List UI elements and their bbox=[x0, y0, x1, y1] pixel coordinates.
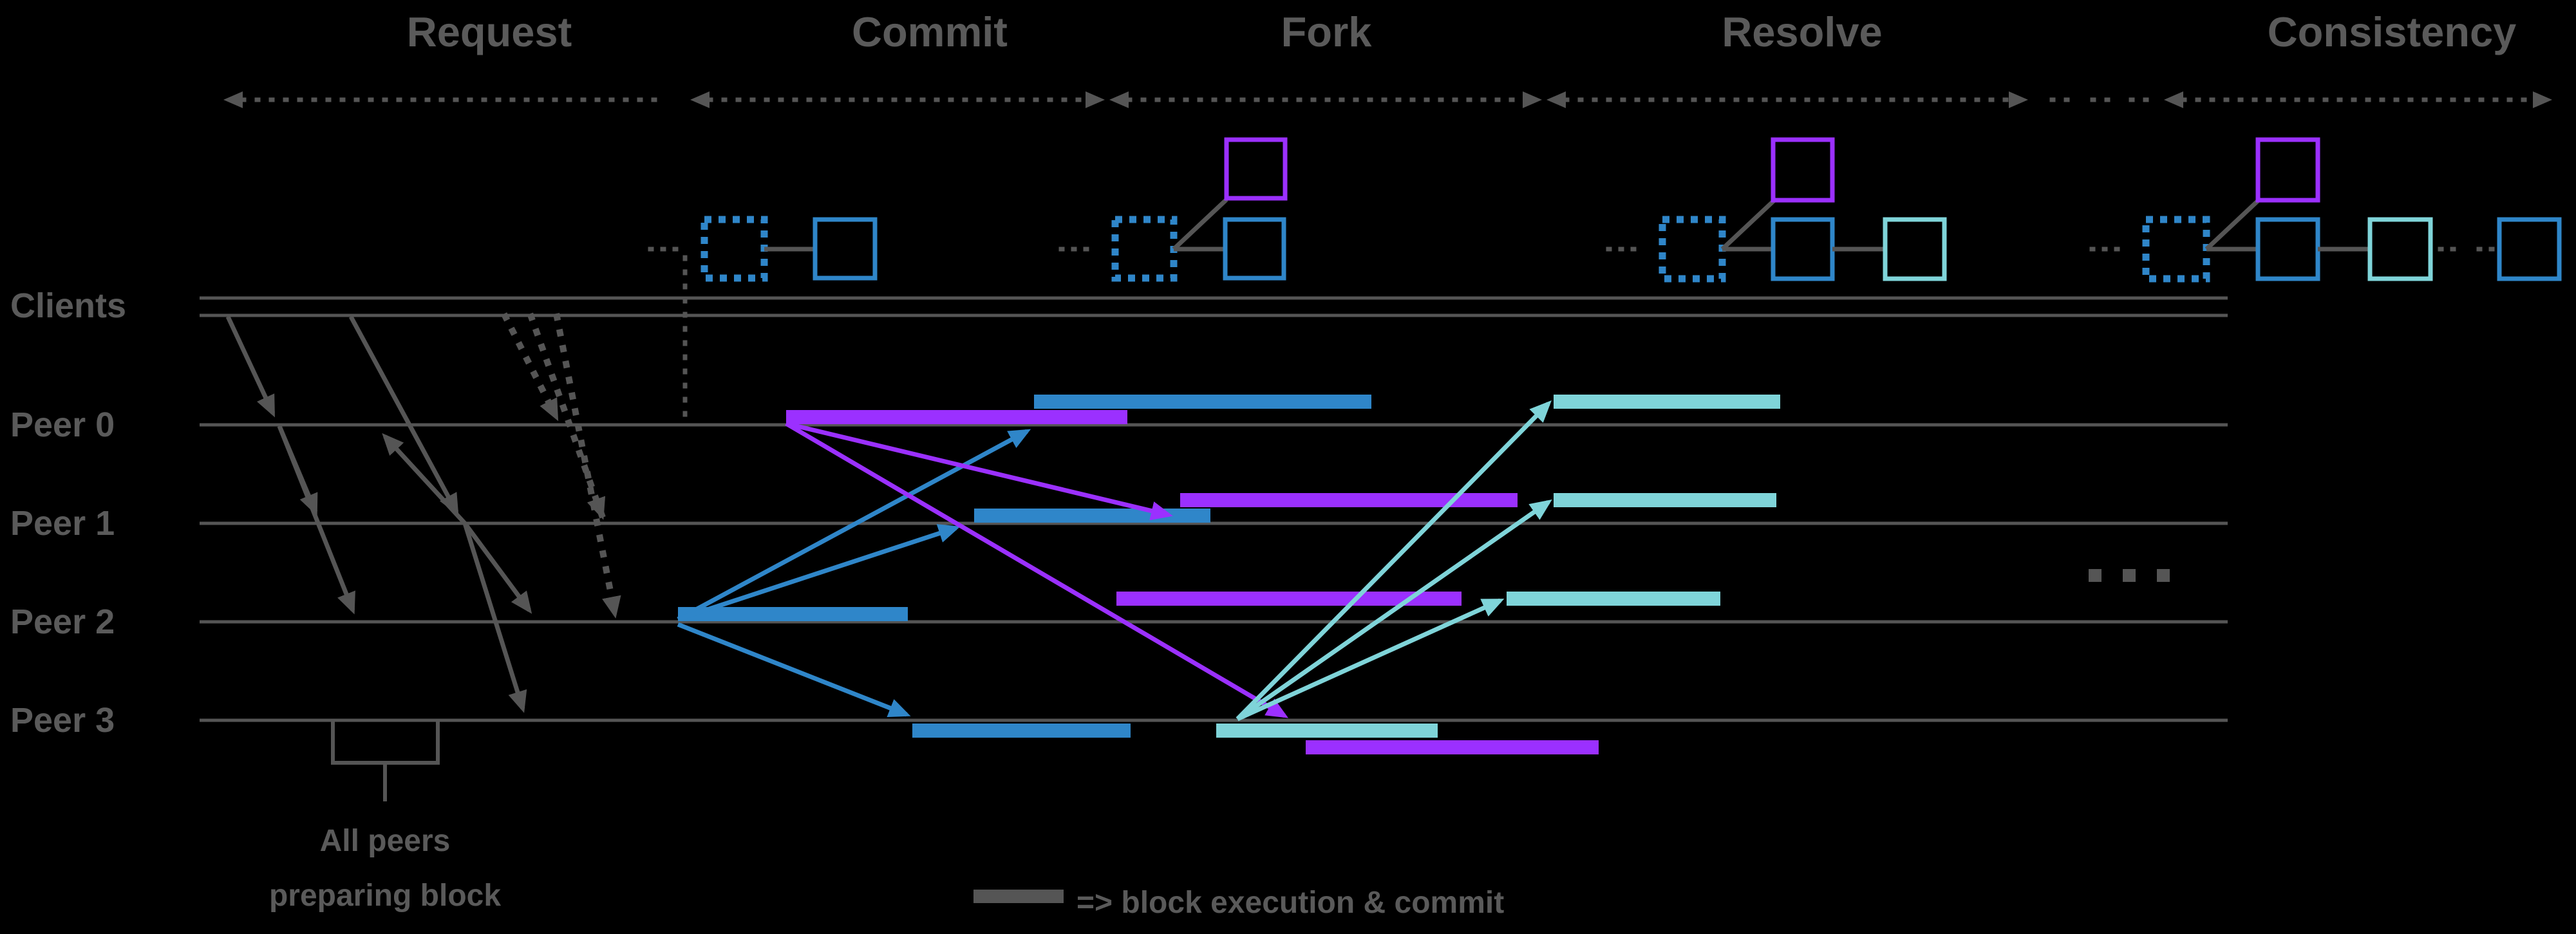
svg-text:Resolve: Resolve bbox=[1722, 8, 1882, 55]
svg-text:Peer 1: Peer 1 bbox=[10, 504, 115, 543]
svg-text:Commit: Commit bbox=[852, 8, 1008, 55]
svg-text:Peer 3: Peer 3 bbox=[10, 701, 115, 740]
svg-text:Request: Request bbox=[407, 8, 572, 55]
svg-text:Peer 2: Peer 2 bbox=[10, 602, 115, 641]
svg-text:=> block execution & commit: => block execution & commit bbox=[1076, 886, 1504, 920]
svg-text:Clients: Clients bbox=[10, 286, 126, 325]
svg-text:Consistency: Consistency bbox=[2268, 8, 2517, 55]
svg-text:preparing block: preparing block bbox=[269, 879, 501, 913]
svg-text:Fork: Fork bbox=[1281, 8, 1373, 55]
svg-text:Peer 0: Peer 0 bbox=[10, 406, 115, 444]
svg-text:All peers: All peers bbox=[320, 824, 451, 858]
